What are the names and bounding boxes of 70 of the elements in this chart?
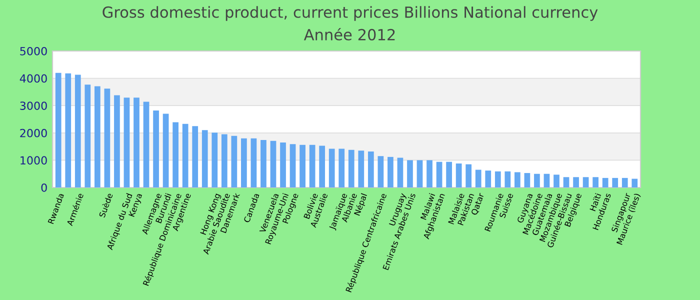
bar (514, 172, 520, 188)
bar (134, 98, 140, 188)
x-tick-label: Qatar (470, 192, 486, 216)
bar (172, 122, 178, 188)
bar (153, 110, 159, 188)
bar (378, 156, 384, 188)
y-tick-label: 1000 (20, 156, 47, 165)
bar (397, 158, 404, 188)
bar (94, 86, 100, 188)
bar (300, 144, 306, 188)
bar (494, 171, 501, 188)
y-tick-label: 3000 (20, 102, 47, 110)
chart-title: Gross domestic product, current prices Billions National currency (102, 6, 598, 21)
bar (270, 140, 276, 188)
bar (104, 88, 110, 188)
bar (407, 160, 413, 188)
bar (250, 138, 257, 188)
y-tick-label: 5000 (20, 46, 47, 56)
bar (114, 95, 120, 188)
y-tick-label: 0 (41, 183, 47, 192)
x-tick-label: Suède (98, 192, 113, 218)
bar (124, 98, 130, 188)
bar (573, 177, 579, 188)
bar (612, 178, 618, 188)
bar (290, 144, 296, 188)
bar (280, 142, 286, 188)
bar (456, 163, 462, 188)
bar (338, 148, 345, 188)
bar (554, 174, 560, 188)
bar (212, 132, 218, 188)
bar (426, 160, 432, 188)
bar (388, 156, 394, 188)
bar (446, 162, 452, 188)
bar (563, 177, 570, 188)
bar (348, 150, 354, 188)
bar (143, 102, 150, 188)
bar (182, 124, 188, 188)
bar (416, 160, 423, 188)
bar (65, 73, 72, 188)
bar (231, 136, 238, 188)
bar (544, 174, 550, 188)
chart-subtitle: Année 2012 (304, 28, 395, 40)
bar (485, 170, 492, 188)
bar (309, 144, 316, 188)
bar (319, 146, 326, 188)
bar (358, 150, 364, 188)
bar (202, 130, 208, 188)
y-tick-label: 2000 (20, 128, 47, 138)
bar (602, 178, 608, 188)
bar (55, 72, 62, 188)
y-tick-label: 4000 (20, 74, 47, 83)
bar (436, 162, 442, 188)
bar (466, 164, 472, 188)
bar (368, 151, 374, 188)
bar (504, 171, 511, 188)
bar (475, 170, 482, 188)
bar (622, 178, 628, 188)
bar (241, 138, 247, 188)
bar (632, 178, 638, 188)
bar (328, 148, 335, 188)
bar (524, 173, 530, 188)
bar (74, 74, 81, 188)
bar (162, 114, 169, 188)
bar (582, 177, 589, 188)
bar (84, 84, 91, 188)
bar (592, 177, 598, 188)
bar (221, 134, 228, 188)
bar (192, 126, 198, 188)
bar (534, 174, 540, 188)
bar (260, 140, 266, 188)
